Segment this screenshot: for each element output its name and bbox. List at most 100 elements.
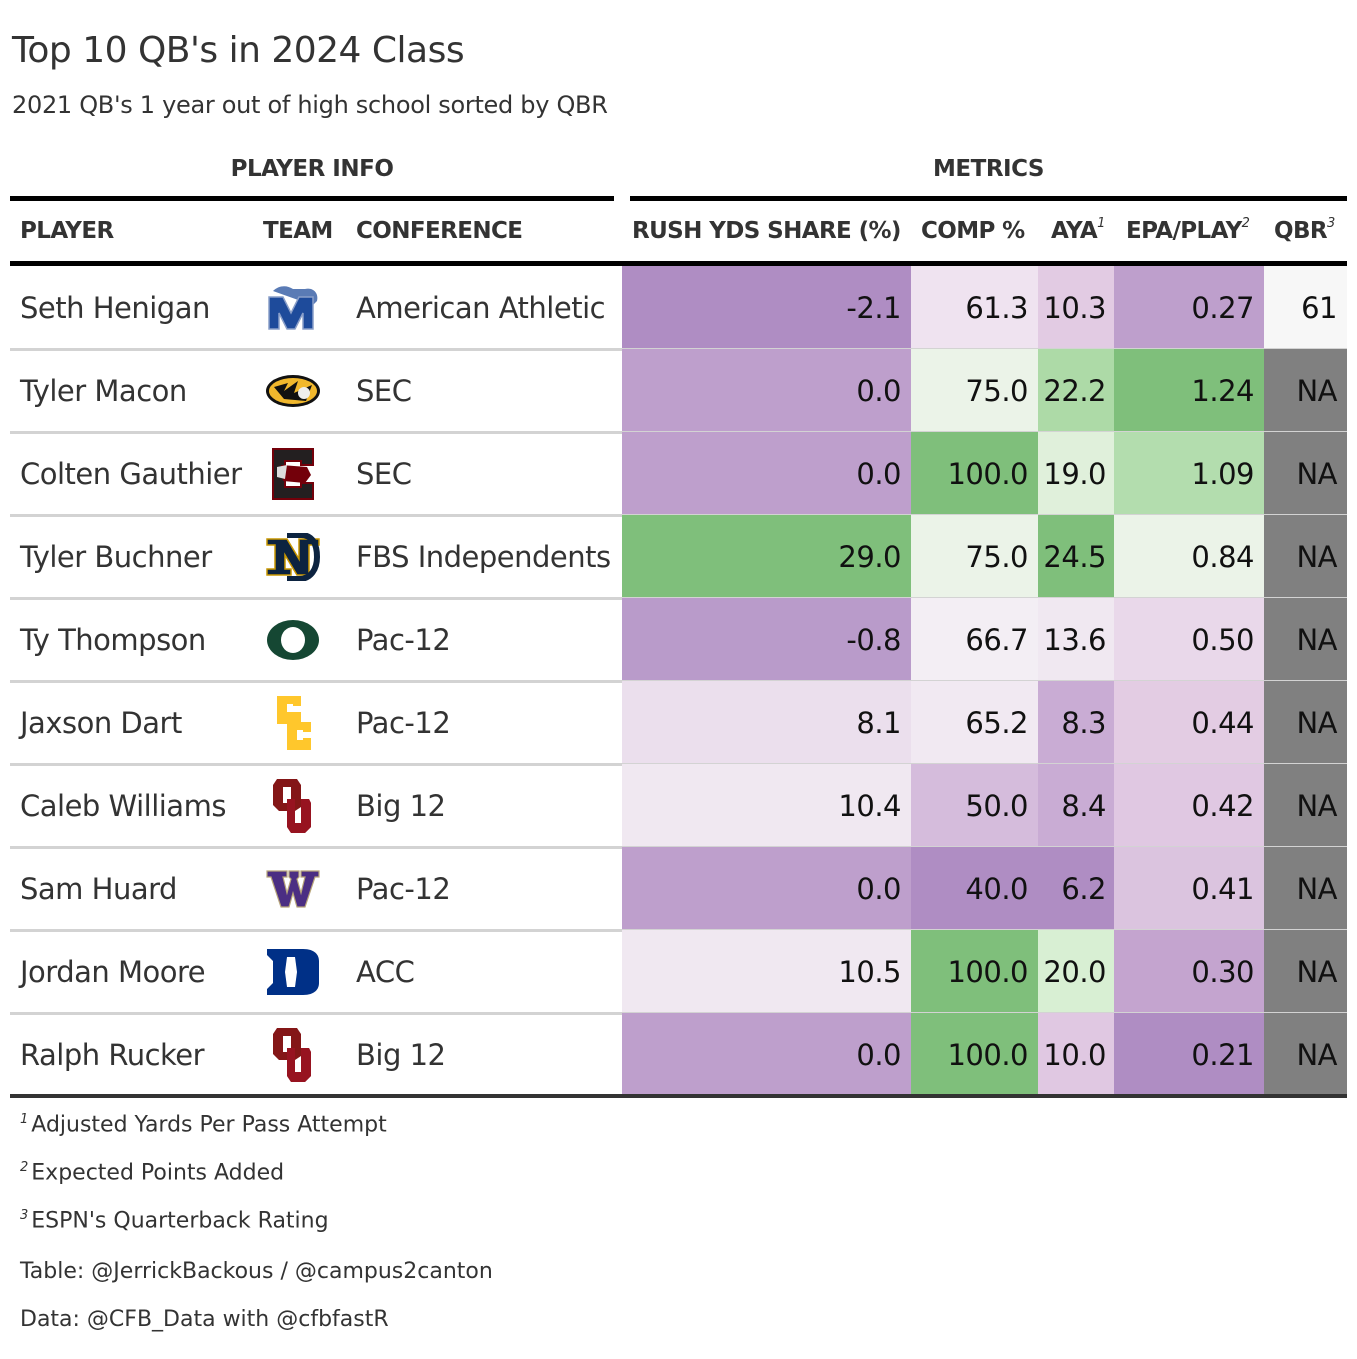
table-row: Sam Huard Pac-12 0.0 40.0 6.2 0.41 NA: [10, 847, 1347, 930]
footnote-mark: 1: [20, 1112, 29, 1127]
rush-share-cell: 10.4: [622, 764, 911, 847]
conference-cell: Big 12: [356, 788, 446, 823]
table-subtitle: 2021 QB's 1 year out of high school sort…: [12, 91, 608, 119]
aya-cell: 10.0: [1038, 1013, 1114, 1096]
table-row: Colten Gauthier SEC 0.0 100.0 19.0 1.09 NA: [10, 432, 1347, 515]
player-name-cell: Caleb Williams: [20, 788, 226, 823]
footnote-mark: 3: [1327, 216, 1335, 232]
table-row: Jordan Moore ACC 10.5 100.0 20.0 0.30 NA: [10, 930, 1347, 1013]
conference-cell: Big 12: [356, 1037, 446, 1072]
qbr-cell: NA: [1264, 681, 1347, 764]
table-row: Jaxson Dart Pac-12 8.1 65.2 8.3 0.44 NA: [10, 681, 1347, 764]
aya-cell: 20.0: [1038, 930, 1114, 1013]
spanner-metrics: METRICS: [933, 156, 1044, 182]
notre-dame-logo-icon: [262, 515, 324, 598]
footnote-mark: 2: [1241, 216, 1250, 232]
conference-cell: Pac-12: [356, 622, 451, 657]
rush-share-cell: -0.8: [622, 598, 911, 681]
col-header-rush-share: RUSH YDS SHARE (%): [632, 218, 901, 244]
qbr-cell: NA: [1264, 349, 1347, 432]
epa-cell: 0.44: [1114, 681, 1264, 764]
spanner-player-info: PLAYER INFO: [230, 156, 394, 182]
table-row: Seth Henigan American Athletic -2.1 61.3 10.…: [10, 266, 1347, 349]
player-name-cell: Sam Huard: [20, 871, 177, 906]
footnote-2: 2 Expected Points Added: [20, 1160, 284, 1185]
comp-pct-cell: 66.7: [911, 598, 1038, 681]
washington-logo-icon: [262, 847, 324, 930]
header-rule: [10, 261, 1347, 266]
comp-pct-cell: 100.0: [911, 432, 1038, 515]
rush-share-cell: -2.1: [622, 266, 911, 349]
qbr-cell: NA: [1264, 515, 1347, 598]
footnote-mark: 1: [1097, 216, 1105, 232]
player-name-cell: Jaxson Dart: [20, 705, 182, 740]
aya-cell: 10.3: [1038, 266, 1114, 349]
player-name-cell: Tyler Buchner: [20, 539, 212, 574]
source-note-table: Table: @JerrickBackous / @campus2canton: [20, 1259, 493, 1284]
rush-share-cell: 8.1: [622, 681, 911, 764]
col-header-player: PLAYER: [20, 218, 114, 244]
col-header-comp-pct: COMP %: [921, 218, 1025, 244]
table-row: Tyler Macon SEC 0.0 75.0 22.2 1.24 NA: [10, 349, 1347, 432]
conference-cell: Pac-12: [356, 705, 451, 740]
qbr-cell: NA: [1264, 1013, 1347, 1096]
comp-pct-cell: 100.0: [911, 1013, 1038, 1096]
south-carolina-logo-icon: [262, 432, 324, 515]
table-row: Caleb Williams Big 12 10.4 50.0 8.4 0.42 NA: [10, 764, 1347, 847]
aya-cell: 6.2: [1038, 847, 1114, 930]
spanner-player-info-rule: [10, 196, 614, 201]
epa-cell: 0.41: [1114, 847, 1264, 930]
conference-cell: SEC: [356, 456, 412, 491]
col-header-aya-label: AYA: [1051, 218, 1098, 244]
comp-pct-cell: 65.2: [911, 681, 1038, 764]
qbr-cell: NA: [1264, 764, 1347, 847]
qbr-cell: NA: [1264, 432, 1347, 515]
qbr-cell: 61: [1264, 266, 1347, 349]
comp-pct-cell: 40.0: [911, 847, 1038, 930]
conference-cell: American Athletic: [356, 290, 606, 325]
aya-cell: 19.0: [1038, 432, 1114, 515]
comp-pct-cell: 75.0: [911, 515, 1038, 598]
epa-cell: 0.42: [1114, 764, 1264, 847]
spanner-metrics-rule: [630, 196, 1347, 201]
col-header-epa: EPA/PLAY2: [1126, 216, 1250, 244]
rush-share-cell: 10.5: [622, 930, 911, 1013]
conference-cell: FBS Independents: [356, 539, 611, 574]
col-header-conference: CONFERENCE: [356, 218, 523, 244]
conference-cell: ACC: [356, 954, 415, 989]
aya-cell: 22.2: [1038, 349, 1114, 432]
epa-cell: 0.27: [1114, 266, 1264, 349]
col-header-qbr-label: QBR: [1274, 218, 1328, 244]
memphis-logo-icon: [262, 266, 324, 349]
aya-cell: 8.4: [1038, 764, 1114, 847]
table-title: Top 10 QB's in 2024 Class: [12, 30, 465, 71]
usc-logo-icon: [262, 681, 324, 764]
rush-share-cell: 0.0: [622, 1013, 911, 1096]
aya-cell: 8.3: [1038, 681, 1114, 764]
table-row: Ralph Rucker Big 12 0.0 100.0 10.0 0.21 NA: [10, 1013, 1347, 1096]
epa-cell: 0.21: [1114, 1013, 1264, 1096]
oregon-logo-icon: [262, 598, 324, 681]
oklahoma-logo-icon: [262, 764, 324, 847]
epa-cell: 1.09: [1114, 432, 1264, 515]
conference-cell: Pac-12: [356, 871, 451, 906]
comp-pct-cell: 100.0: [911, 930, 1038, 1013]
source-note-data: Data: @CFB_Data with @cfbfastR: [20, 1307, 389, 1332]
epa-cell: 1.24: [1114, 349, 1264, 432]
qbr-cell: NA: [1264, 930, 1347, 1013]
table-row: Tyler Buchner FBS Independents 29.0 75.0 24.…: [10, 515, 1347, 598]
comp-pct-cell: 75.0: [911, 349, 1038, 432]
footnote-mark: 3: [20, 1208, 29, 1223]
player-name-cell: Jordan Moore: [20, 954, 206, 989]
player-name-cell: Colten Gauthier: [20, 456, 242, 491]
aya-cell: 13.6: [1038, 598, 1114, 681]
player-name-cell: Ralph Rucker: [20, 1037, 205, 1072]
rush-share-cell: 0.0: [622, 847, 911, 930]
player-name-cell: Seth Henigan: [20, 290, 210, 325]
col-header-qbr: QBR3: [1274, 216, 1335, 244]
epa-cell: 0.84: [1114, 515, 1264, 598]
footnote-text: ESPN's Quarterback Rating: [31, 1208, 329, 1234]
conference-cell: SEC: [356, 373, 412, 408]
aya-cell: 24.5: [1038, 515, 1114, 598]
epa-cell: 0.30: [1114, 930, 1264, 1013]
